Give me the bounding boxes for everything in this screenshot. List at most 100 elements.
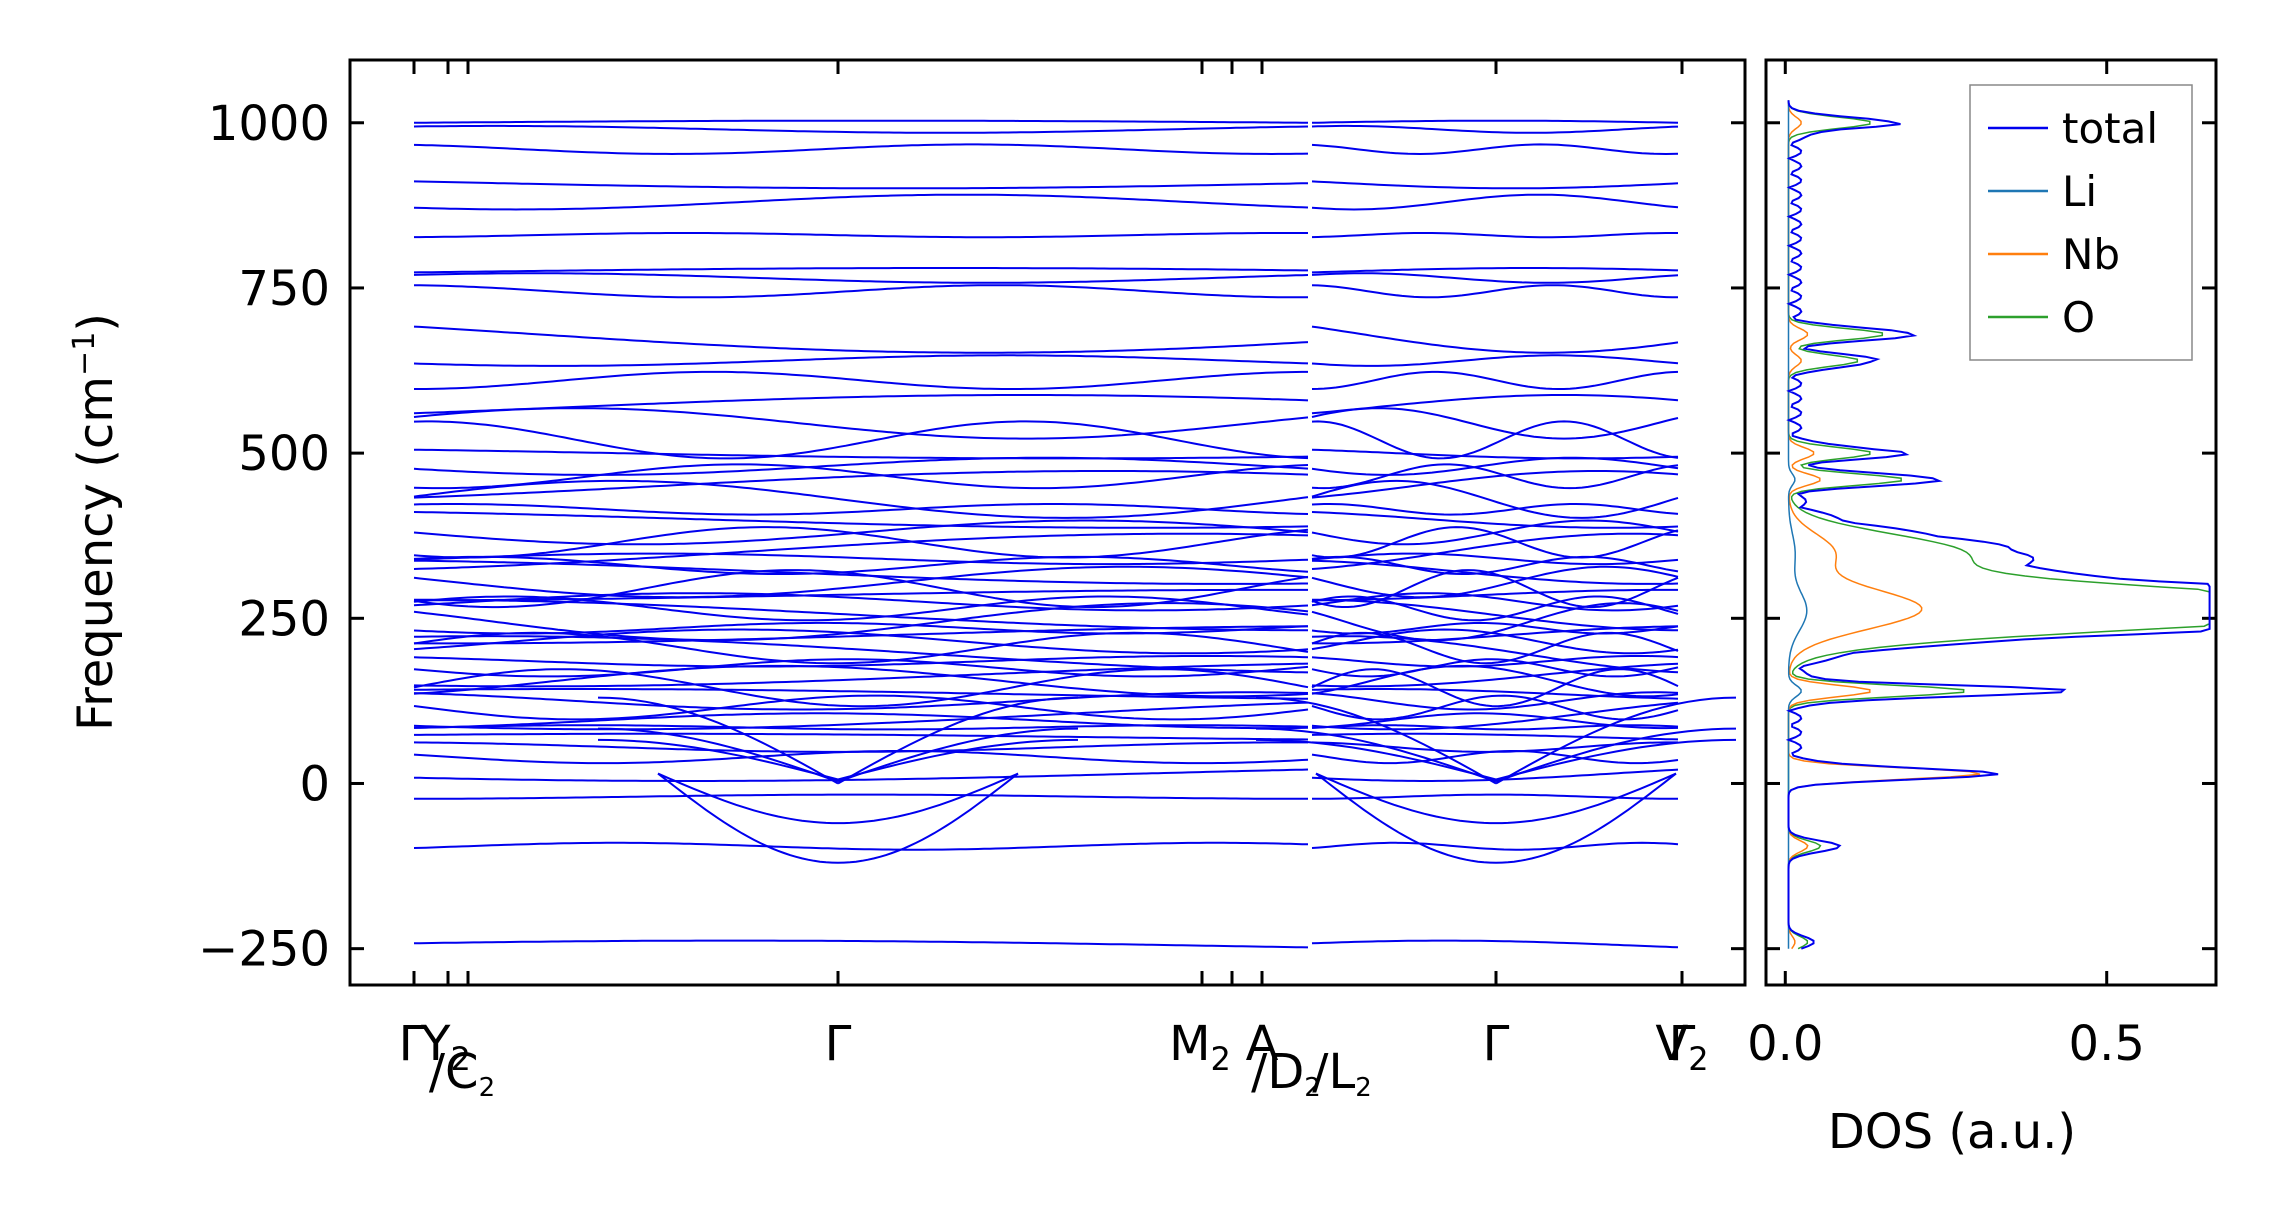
dos-curve-total	[1785, 100, 2211, 950]
phonon-band	[1311, 595, 1679, 622]
k-point-label: Γ	[1669, 1016, 1696, 1072]
phonon-band	[1311, 559, 1679, 585]
phonon-band	[413, 555, 1309, 575]
frequency-axis-ticks: 1000 750 500 250 0 −250	[198, 96, 2216, 978]
phonon-band	[413, 668, 1309, 708]
y-tick-label: 250	[238, 591, 330, 647]
phonon-band	[413, 394, 1309, 415]
legend: total Li Nb O	[1969, 84, 2193, 361]
k-point-lower-label: /C2	[429, 1044, 495, 1103]
acoustic-branch	[837, 696, 1079, 785]
phonon-band	[1311, 694, 1679, 721]
phonon-band	[413, 841, 1309, 851]
phonon-band	[1311, 325, 1679, 354]
phonon-band	[413, 354, 1309, 367]
phonon-band	[1311, 724, 1679, 731]
phonon-band	[413, 939, 1309, 949]
phonon-band	[413, 750, 1309, 765]
phonon-band	[1311, 841, 1679, 851]
phonon-band	[1311, 267, 1679, 274]
phonon-band	[413, 595, 1309, 622]
phonon-band	[1311, 119, 1679, 124]
phonon-band	[413, 479, 1309, 519]
phonon-band	[413, 724, 1309, 731]
acoustic-branch	[1255, 738, 1497, 781]
phonon-band	[1311, 124, 1679, 134]
phonon-band	[1311, 662, 1679, 688]
dos-axis-ticks: 0.0 0.5	[1747, 60, 2145, 1072]
phonon-band	[413, 741, 1308, 753]
phonon-band	[413, 631, 1309, 665]
acoustic-branch	[597, 738, 839, 781]
phonon-band	[413, 124, 1309, 134]
phonon-band	[1311, 701, 1679, 731]
phonon-band	[1311, 732, 1679, 741]
band-plot-frame	[348, 58, 1747, 987]
phonon-band	[1311, 370, 1679, 390]
k-point-label: Γ	[399, 1016, 426, 1072]
phonon-band	[1311, 354, 1679, 367]
phonon-band	[413, 532, 1309, 570]
phonon-band	[1311, 602, 1679, 642]
phonon-band	[1311, 668, 1679, 708]
phonon-band	[413, 119, 1308, 124]
phonon-band	[1311, 552, 1679, 566]
phonon-band	[413, 143, 1309, 156]
phonon-band	[413, 655, 1309, 668]
phonon-band	[1311, 143, 1679, 156]
phonon-band	[1311, 592, 1679, 612]
phonon-band	[414, 232, 1308, 239]
acoustic-branch	[1255, 727, 1497, 783]
phonon-band	[413, 625, 1308, 645]
phonon-band	[413, 470, 1309, 499]
phonon-band	[413, 272, 1309, 284]
soft-mode-branch	[657, 772, 1019, 864]
phonon-band	[1311, 511, 1679, 529]
phonon-band	[414, 793, 1308, 800]
phonon-band	[414, 732, 1309, 741]
k-point-label: Γ	[1483, 1016, 1510, 1072]
phonon-band	[413, 694, 1309, 721]
k-point-label: A	[1246, 1016, 1279, 1072]
phonon-band	[1311, 463, 1679, 490]
phonon-band	[1311, 193, 1679, 211]
legend-box	[1969, 84, 2193, 361]
phonon-band	[413, 193, 1309, 211]
acoustic-branch	[1255, 696, 1497, 785]
phonon-band	[413, 658, 1309, 678]
phonon-band	[1311, 272, 1679, 284]
legend-entry: Nb	[2062, 230, 2120, 279]
acoustic-branch	[597, 696, 839, 785]
phonon-band	[1311, 691, 1679, 711]
acoustic-branch	[837, 738, 1079, 781]
k-point-label: V2	[1655, 1016, 1708, 1078]
y-tick-label: 750	[238, 261, 330, 317]
acoustic-branch	[597, 727, 839, 783]
k-path-ticks: ΓY2 Γ M2 A Γ ΓV2/C2/D2/L2	[399, 60, 1709, 1103]
y-tick-label: 500	[238, 426, 330, 482]
legend-entry: total	[2062, 104, 2158, 153]
phonon-band	[1311, 456, 1679, 476]
legend-entry: Li	[2062, 167, 2097, 216]
phonon-band	[1311, 503, 1679, 516]
phonon-band	[1311, 284, 1678, 299]
phonon-band	[1311, 565, 1679, 599]
dos-curves	[1785, 100, 2211, 950]
phonon-band	[1311, 655, 1679, 668]
phonon-band	[413, 503, 1309, 516]
phonon-band	[413, 463, 1309, 490]
dos-x-tick-label: 0.0	[1747, 1016, 1823, 1072]
acoustic-branch	[1495, 738, 1737, 781]
phonon-band	[1311, 394, 1679, 415]
phonon-band	[413, 456, 1309, 476]
soft-mode-branch	[1315, 772, 1677, 864]
phonon-band	[413, 592, 1309, 612]
phonon-band-lines	[413, 119, 1737, 949]
phonon-band	[413, 701, 1309, 731]
phonon-band	[413, 526, 1309, 559]
phonon-band	[413, 407, 1309, 440]
phonon-band	[413, 420, 1309, 460]
phonon-band	[413, 284, 1308, 299]
